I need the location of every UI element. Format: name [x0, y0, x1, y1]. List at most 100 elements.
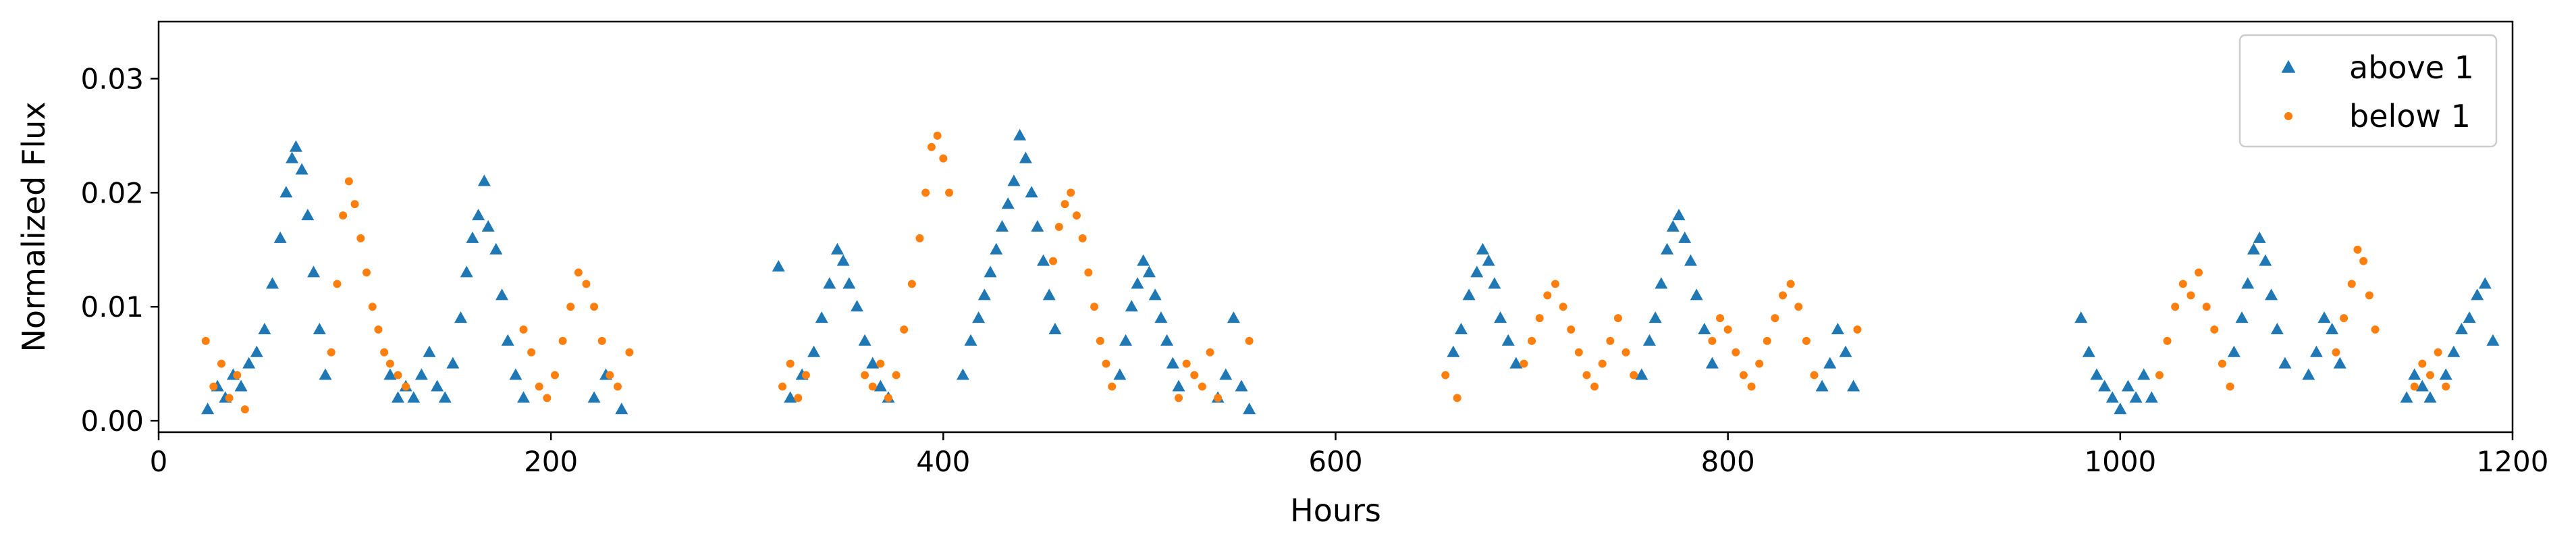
data-point-triangle: [266, 277, 279, 289]
data-point-dot: [339, 211, 348, 220]
data-point-dot: [1175, 394, 1183, 402]
data-point-triangle: [866, 357, 880, 369]
data-point-dot: [217, 359, 225, 368]
data-point-dot: [2195, 268, 2203, 277]
data-point-triangle: [1048, 323, 1062, 334]
data-point-dot: [1621, 348, 1630, 357]
data-point-dot: [900, 325, 909, 334]
data-point-triangle: [842, 277, 856, 289]
x-tick-label: 1200: [2477, 445, 2549, 478]
data-point-dot: [1716, 314, 1725, 323]
data-point-dot: [1763, 336, 1771, 345]
data-point-triangle: [2463, 311, 2476, 323]
data-point-triangle: [1678, 231, 1692, 243]
data-point-triangle: [972, 311, 986, 323]
data-point-triangle: [815, 311, 828, 323]
x-tick-label: 400: [916, 445, 970, 478]
data-point-triangle: [2145, 391, 2158, 403]
data-point-dot: [1190, 371, 1199, 380]
data-point-triangle: [1125, 300, 1138, 312]
data-point-dot: [1574, 348, 1583, 357]
data-point-triangle: [1509, 357, 1523, 369]
data-point-triangle: [495, 288, 509, 300]
data-point-dot: [519, 325, 528, 334]
data-point-triangle: [2439, 368, 2452, 380]
data-point-triangle: [1494, 311, 1507, 323]
data-point-dot: [550, 371, 559, 380]
data-point-triangle: [2309, 345, 2323, 357]
data-point-dot: [1067, 188, 1075, 197]
data-point-dot: [574, 268, 583, 277]
series-layer: [201, 128, 2500, 415]
data-point-triangle: [2241, 277, 2255, 289]
data-point-triangle: [850, 300, 863, 312]
data-point-dot: [1090, 303, 1099, 311]
data-point-triangle: [2082, 345, 2095, 357]
data-point-dot: [2434, 348, 2442, 357]
data-point-dot: [2418, 359, 2427, 368]
data-point-dot: [1582, 371, 1591, 380]
data-point-dot: [1779, 291, 1788, 300]
data-point-dot: [1084, 268, 1093, 277]
data-point-triangle: [2270, 323, 2284, 334]
data-point-dot: [861, 371, 869, 380]
legend-label: below 1: [2349, 98, 2471, 134]
data-point-dot: [558, 336, 567, 345]
data-point-dot: [1182, 359, 1191, 368]
y-tick-label: 0.00: [80, 404, 144, 438]
data-point-triangle: [2454, 323, 2468, 334]
data-point-dot: [801, 371, 810, 380]
data-point-dot: [1543, 291, 1552, 300]
data-point-dot: [1535, 314, 1544, 323]
data-point-triangle: [1019, 151, 1032, 163]
legend-box: [2238, 34, 2498, 148]
data-point-triangle: [2408, 368, 2421, 380]
series-below-1: [201, 131, 2450, 414]
data-point-dot: [1054, 223, 1063, 231]
data-point-triangle: [1690, 288, 1703, 300]
x-tick-label: 800: [1701, 445, 1755, 478]
data-point-triangle: [313, 323, 326, 334]
data-point-triangle: [1635, 368, 1648, 380]
data-point-triangle: [984, 265, 997, 278]
data-point-dot: [1771, 314, 1779, 323]
data-point-dot: [2347, 280, 2356, 288]
data-point-triangle: [279, 186, 293, 198]
data-point-dot: [1739, 371, 1748, 380]
data-point-dot: [2371, 325, 2380, 334]
data-point-dot: [2218, 359, 2226, 368]
data-point-triangle: [1655, 277, 1668, 289]
x-tick-label: 600: [1308, 445, 1362, 478]
data-point-triangle: [1672, 209, 1686, 221]
data-point-triangle: [1025, 186, 1038, 198]
data-point-triangle: [273, 231, 287, 243]
data-point-dot: [1108, 382, 1117, 391]
data-point-dot: [543, 394, 552, 402]
y-tick-label: 0.03: [80, 62, 144, 95]
data-point-triangle: [431, 380, 444, 392]
data-point-triangle: [836, 254, 850, 266]
data-point-dot: [2442, 382, 2450, 391]
data-point-triangle: [2227, 345, 2240, 357]
data-point-dot: [1078, 234, 1087, 242]
data-point-triangle: [1454, 323, 1468, 334]
data-point-triangle: [1042, 288, 1056, 300]
data-point-triangle: [454, 311, 467, 323]
data-point-triangle: [1172, 380, 1185, 392]
x-tick-label: 1000: [2084, 445, 2156, 478]
data-point-triangle: [956, 368, 969, 380]
data-point-triangle: [964, 334, 977, 346]
data-point-dot: [1786, 280, 1795, 288]
data-point-triangle: [2471, 288, 2484, 300]
data-point-dot: [892, 371, 901, 380]
data-point-dot: [385, 359, 394, 368]
data-point-triangle: [2302, 368, 2315, 380]
data-point-triangle: [501, 334, 514, 346]
data-point-dot: [2410, 382, 2419, 391]
data-point-dot: [350, 200, 359, 209]
data-point-triangle: [858, 334, 871, 346]
data-point-dot: [1810, 371, 1819, 380]
data-point-dot: [201, 336, 210, 345]
data-point-triangle: [2265, 288, 2278, 300]
